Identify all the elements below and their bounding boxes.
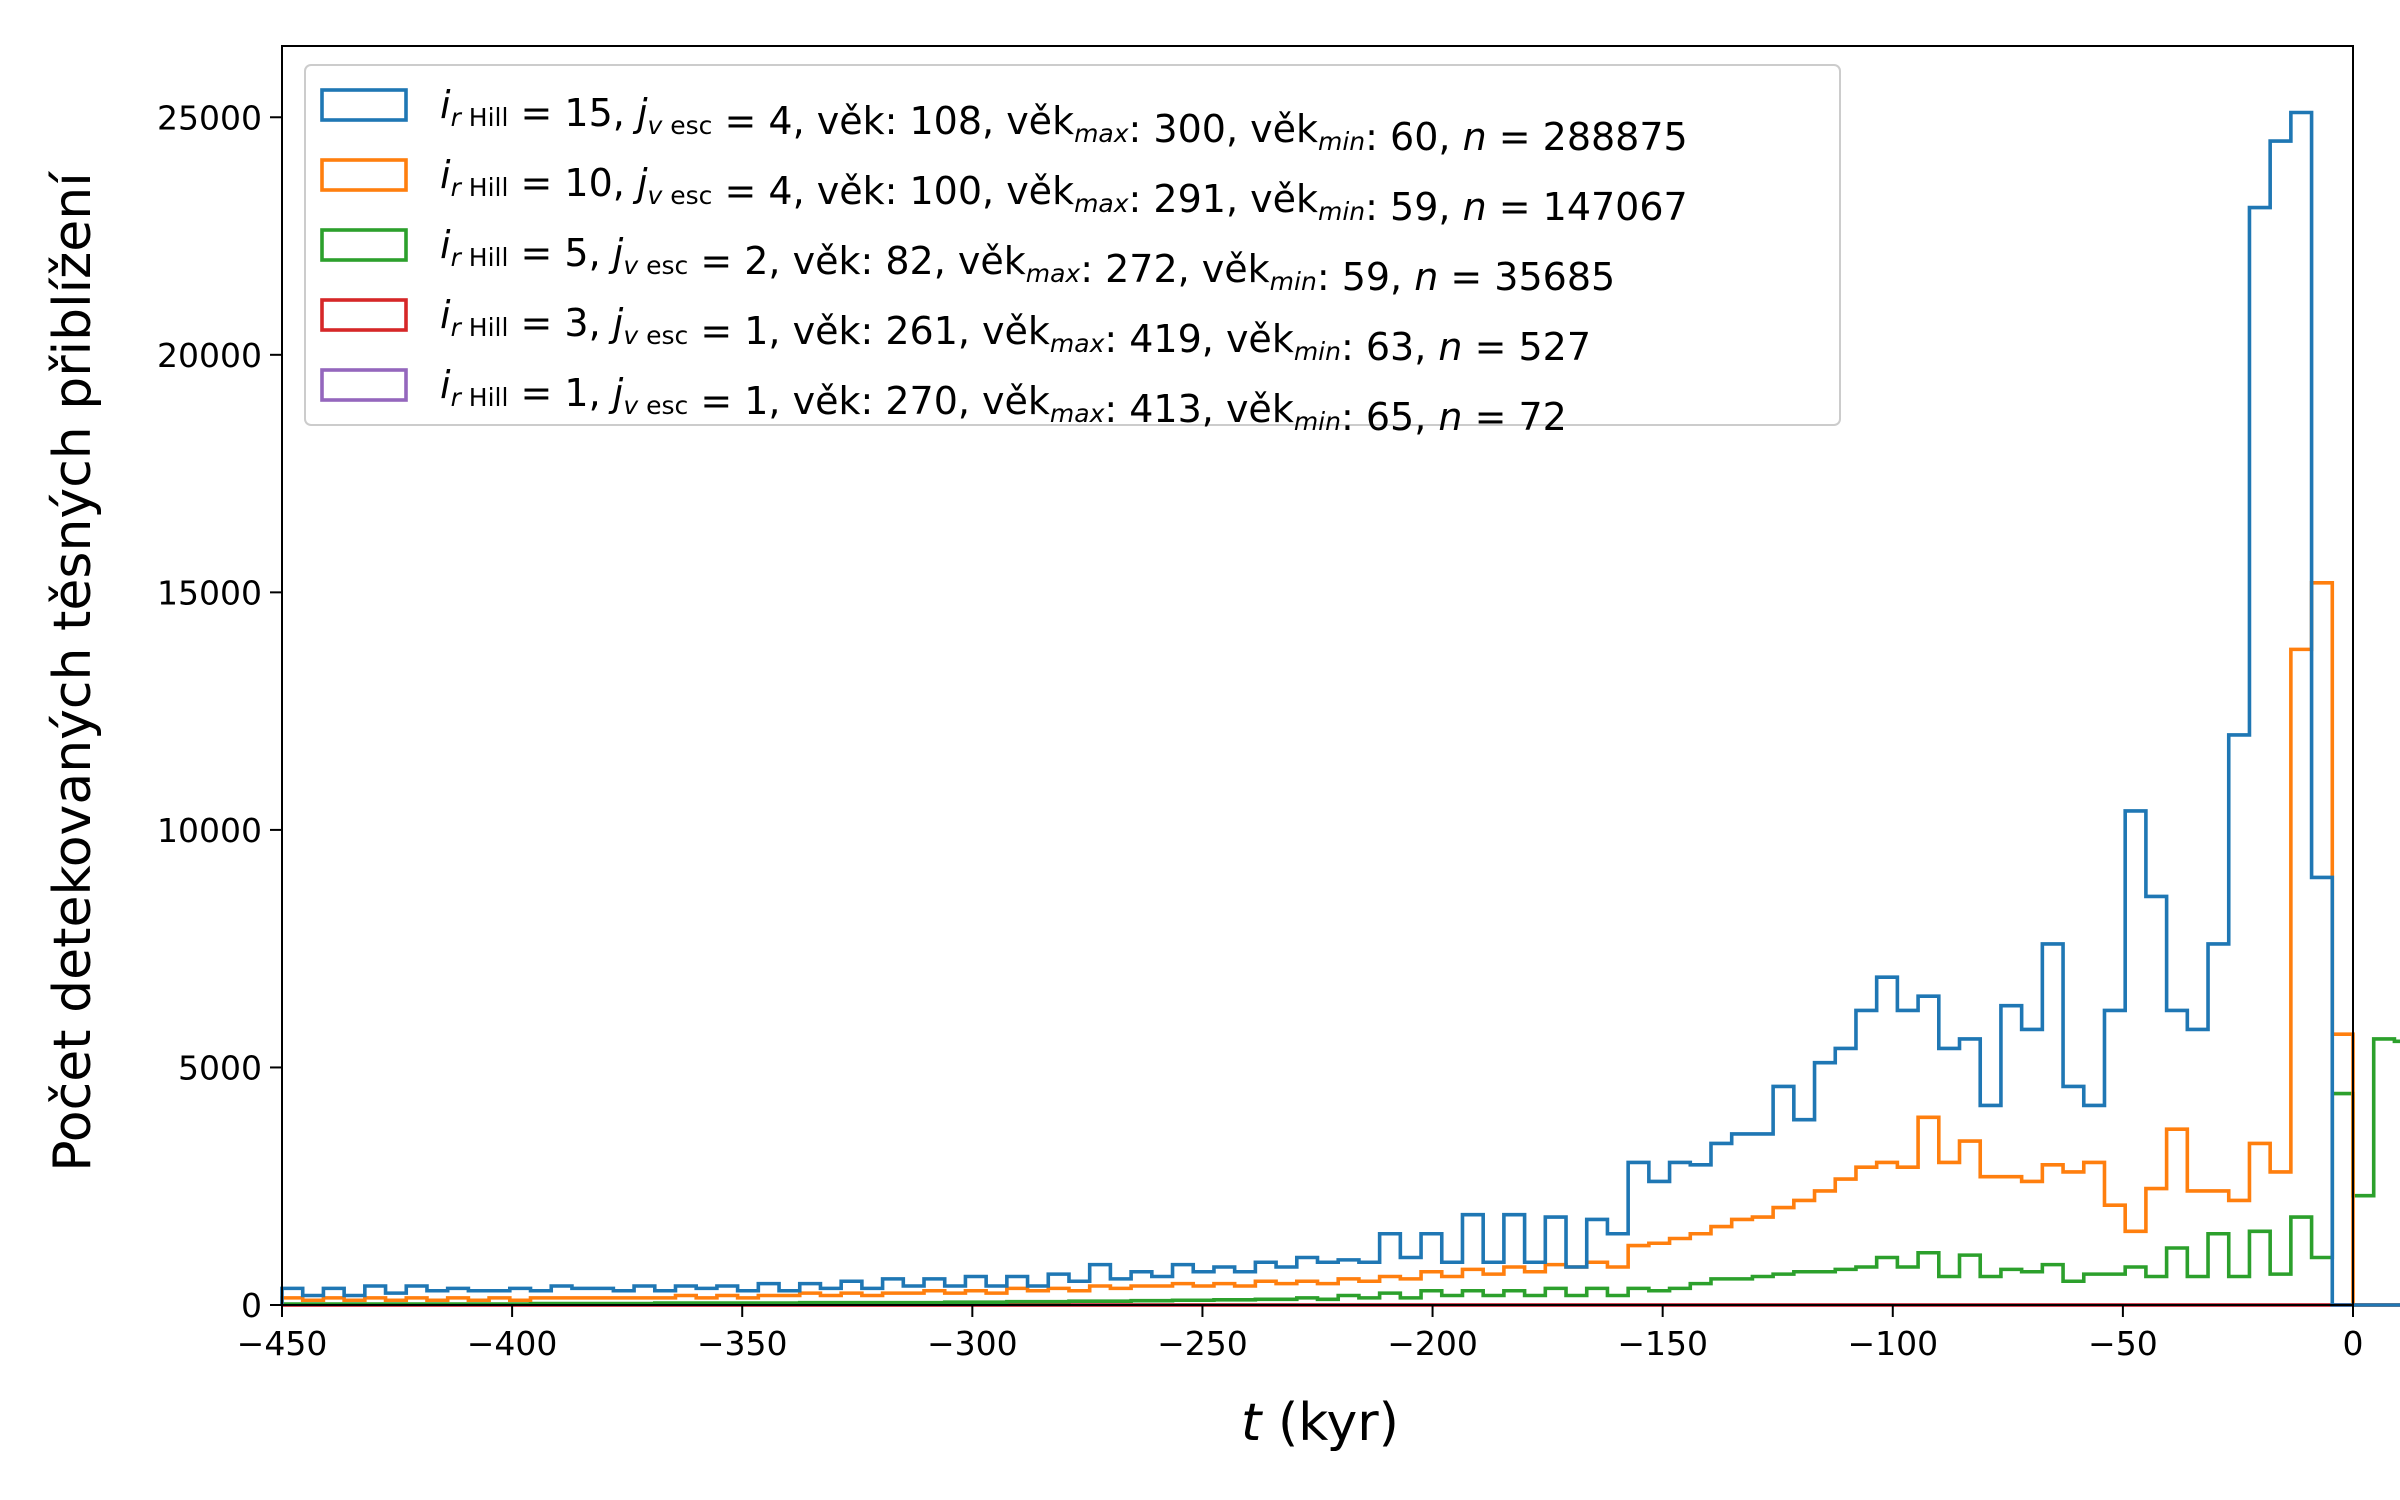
legend: ir Hill = 15, jv esc = 4, věk: 108, věkm…: [304, 64, 1841, 439]
x-tick-label: −150: [1617, 1324, 1708, 1363]
legend-entry: ir Hill = 5, jv esc = 2, věk: 82, věkmax…: [440, 223, 1615, 299]
series-step-3: [280, 1037, 2400, 1306]
x-tick-label: −100: [1847, 1324, 1938, 1363]
y-axis-ticks: 0 5000 10000 15000 20000 25000: [157, 98, 282, 1325]
legend-swatch: [320, 298, 408, 332]
x-tick-label: −300: [927, 1324, 1018, 1363]
legend-entry: ir Hill = 1, jv esc = 1, věk: 270, věkma…: [440, 363, 1567, 439]
x-axis-label: t (kyr): [1241, 1393, 1399, 1453]
x-axis-symbol: t: [1241, 1393, 1263, 1453]
x-tick-label: −350: [697, 1324, 788, 1363]
legend-entry: ir Hill = 10, jv esc = 4, věk: 100, věkm…: [440, 153, 1688, 229]
legend-entry: ir Hill = 15, jv esc = 4, věk: 108, věkm…: [440, 83, 1688, 159]
x-tick-label: −400: [467, 1324, 558, 1363]
x-axis-ticks: −450 −400 −350 −300 −250 −200 −150 −100 −50 0: [237, 1305, 2364, 1363]
legend-swatch: [320, 158, 408, 192]
legend-box: [304, 64, 1841, 426]
x-axis-unit: (kyr): [1261, 1393, 1399, 1453]
legend-entry: ir Hill = 3, jv esc = 1, věk: 261, věkma…: [440, 293, 1591, 369]
legend-swatch: [320, 88, 408, 122]
y-tick-label: 5000: [178, 1048, 262, 1087]
legend-swatch: [320, 368, 408, 402]
plot-frame: [281, 45, 2354, 1306]
y-axis-label: Počet detekovaných těsných přiblížení: [43, 171, 103, 1172]
x-tick-label: 0: [2343, 1324, 2364, 1363]
y-tick-label: 15000: [157, 573, 262, 612]
x-tick-label: −200: [1387, 1324, 1478, 1363]
x-tick-label: −450: [237, 1324, 328, 1363]
x-tick-label: −250: [1157, 1324, 1248, 1363]
y-tick-label: 25000: [157, 98, 262, 137]
series-step-2: [280, 581, 2400, 1307]
y-tick-label: 0: [241, 1286, 262, 1325]
legend-swatch: [320, 228, 408, 262]
y-tick-label: 20000: [157, 336, 262, 375]
x-tick-label: −50: [2088, 1324, 2158, 1363]
y-tick-label: 10000: [157, 811, 262, 850]
